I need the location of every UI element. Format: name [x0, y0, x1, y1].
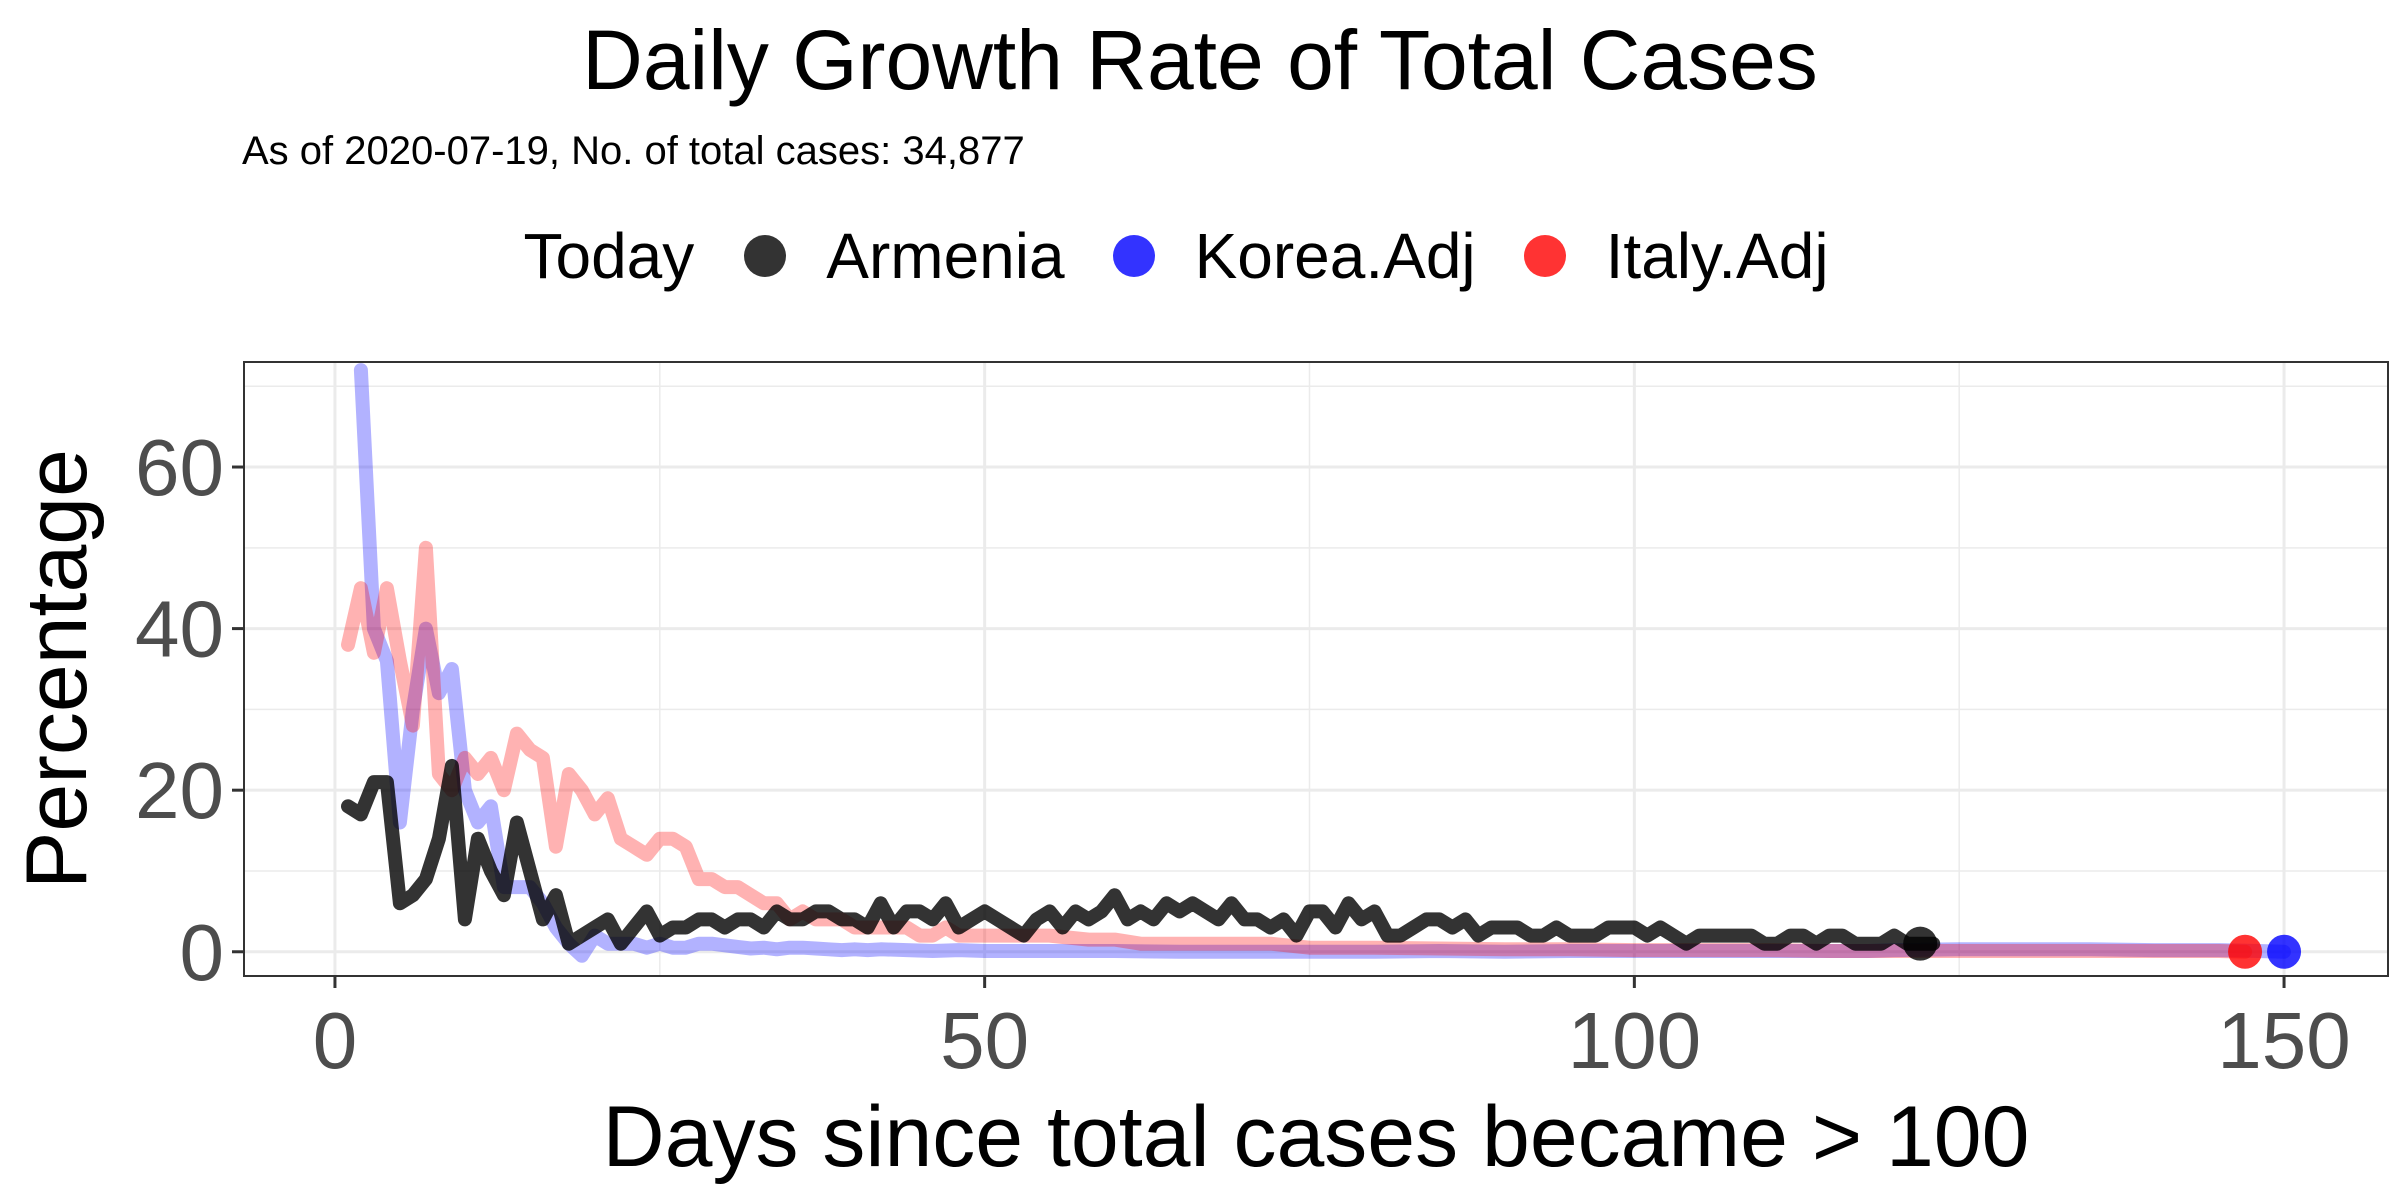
x-tick-label: 50: [940, 996, 1029, 1085]
y-tick-label: 60: [135, 423, 224, 512]
plot-panel-border: [243, 361, 2389, 977]
legend-key-italy: [1523, 235, 1566, 277]
series-layer: [341, 363, 2291, 963]
x-tick-label: 100: [1568, 996, 1701, 1085]
x-tick-label: 0: [313, 996, 358, 1085]
legend-key-korea: [1112, 235, 1155, 277]
legend-label-italy: Italy.Adj: [1605, 220, 1829, 292]
legend-item-armenia: Armenia: [744, 219, 1065, 293]
chart-title: Daily Growth Rate of Total Cases: [582, 13, 1818, 107]
today-point-armenia: [1903, 926, 1938, 961]
legend-label-armenia: Armenia: [826, 220, 1065, 292]
y-tick-label: 0: [180, 908, 225, 997]
legend-title: Today: [523, 220, 695, 292]
today-point-italy-adj: [2228, 934, 2263, 969]
legend-key-armenia: [744, 235, 787, 277]
x-axis-title: Days since total cases became > 100: [603, 1089, 2030, 1185]
y-axis-title: Percentage: [9, 449, 105, 889]
gridlines: [244, 362, 2388, 976]
today-point-korea-adj: [2267, 934, 2302, 969]
series-line-armenia: [341, 758, 1941, 951]
series-line-italy-adj: [341, 540, 2253, 959]
y-tick-label: 40: [135, 585, 224, 674]
today-markers: [1903, 926, 2302, 969]
axis-ticks: 0 50 100 150 0 20 40 60: [135, 423, 2351, 1085]
x-tick-label: 150: [2217, 996, 2350, 1085]
chart-subtitle: As of 2020-07-19, No. of total cases: 34…: [242, 129, 1025, 173]
y-tick-label: 20: [135, 746, 224, 835]
legend: Today Armenia Korea.Adj Italy.Adj: [0, 216, 2400, 296]
legend-item-korea: Korea.Adj: [1112, 219, 1476, 293]
legend-label-korea: Korea.Adj: [1194, 220, 1476, 292]
legend-item-italy: Italy.Adj: [1523, 219, 1829, 293]
plot-panel-background: [244, 362, 2388, 976]
